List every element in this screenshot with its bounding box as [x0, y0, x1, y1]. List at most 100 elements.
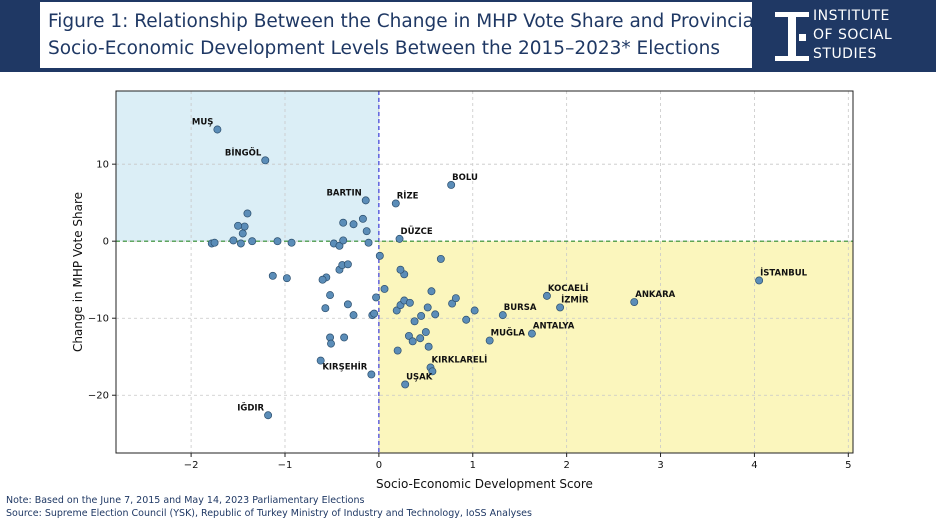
data-point — [380, 284, 389, 293]
data-point — [340, 333, 349, 342]
point-label: KIRŞEHİR — [322, 361, 367, 372]
footnote-note: Note: Based on the June 7, 2015 and May … — [6, 495, 365, 506]
data-point — [396, 265, 405, 274]
point-label: IĞDIR — [237, 401, 264, 413]
data-point — [427, 287, 436, 296]
data-point — [405, 298, 414, 307]
data-point — [498, 311, 507, 320]
point-label: BURSA — [504, 303, 537, 313]
logo-text-line-2: OF SOCIAL — [813, 27, 893, 43]
lower-right-region — [378, 241, 853, 453]
x-axis-label: Socio-Economic Development Score — [376, 477, 593, 491]
point-label: KOCAELİ — [548, 283, 589, 294]
data-point — [404, 331, 413, 340]
data-point — [243, 209, 252, 218]
data-point — [343, 300, 352, 309]
data-point — [447, 181, 456, 189]
data-point — [349, 311, 358, 320]
logo-mark-icon — [775, 12, 809, 61]
x-tick-label: 5 — [845, 460, 851, 471]
x-tick-label: 4 — [751, 460, 757, 471]
y-tick-label: 0 — [103, 237, 109, 248]
data-point — [268, 271, 277, 280]
data-point — [240, 222, 249, 231]
x-tick-label: −2 — [184, 460, 199, 471]
data-point — [282, 274, 291, 283]
data-point — [393, 346, 402, 355]
point-label: KIRKLARELİ — [432, 355, 488, 366]
plot-frame — [115, 90, 854, 454]
x-tick-label: 3 — [657, 460, 663, 471]
y-tick-label: 10 — [96, 160, 109, 171]
footnote-source: Source: Supreme Election Council (YSK), … — [6, 508, 532, 519]
point-label: UŞAK — [406, 372, 433, 382]
data-point — [229, 236, 238, 245]
data-point — [451, 294, 460, 303]
data-point — [273, 237, 282, 246]
data-point — [630, 298, 639, 306]
point-label: MUŞ — [192, 118, 213, 128]
data-point — [375, 251, 384, 260]
data-point — [423, 303, 432, 312]
data-point — [755, 276, 764, 285]
data-point — [326, 291, 335, 300]
data-point — [321, 304, 330, 313]
data-point — [470, 306, 479, 315]
institute-logo: INSTITUTE OF SOCIAL STUDIES — [775, 6, 925, 66]
y-tick-label: −20 — [88, 391, 109, 402]
data-point — [395, 234, 404, 243]
figure-title-line-2: Socio-Economic Development Levels Betwee… — [48, 38, 720, 59]
data-point — [261, 156, 270, 165]
data-point — [361, 196, 370, 205]
title-box: Figure 1: Relationship Between the Chang… — [40, 2, 759, 68]
point-label: ANTALYA — [533, 322, 575, 332]
data-point — [358, 214, 367, 223]
data-point — [542, 291, 551, 300]
data-point — [428, 367, 437, 376]
point-label: ANKARA — [635, 290, 675, 300]
data-point — [448, 299, 457, 308]
data-point — [372, 293, 381, 302]
data-point — [234, 221, 243, 230]
y-axis-label: Change in MHP Vote Share — [71, 192, 85, 352]
point-label: DÜZCE — [401, 226, 433, 237]
header-bar: Figure 1: Relationship Between the Chang… — [0, 0, 936, 72]
data-point — [436, 254, 445, 263]
x-tick-label: 2 — [563, 460, 569, 471]
x-tick-label: −1 — [278, 460, 293, 471]
data-point — [410, 317, 419, 326]
data-point — [213, 125, 222, 134]
data-point — [248, 237, 257, 246]
data-point — [264, 411, 273, 420]
point-label: İZMİR — [561, 294, 589, 305]
data-point — [485, 336, 494, 345]
data-point — [527, 329, 536, 338]
data-point — [401, 380, 410, 389]
data-point — [339, 236, 348, 245]
point-label: İSTANBUL — [760, 267, 807, 278]
data-point — [364, 238, 373, 247]
logo-text-line-3: STUDIES — [813, 46, 877, 62]
data-point — [367, 370, 376, 379]
point-label: BİNGÖL — [225, 147, 262, 158]
data-point — [339, 218, 348, 227]
data-point — [462, 315, 471, 324]
data-point — [424, 342, 433, 351]
data-point — [392, 306, 401, 315]
data-point — [287, 238, 296, 247]
figure-title-line-1: Figure 1: Relationship Between the Chang… — [48, 11, 760, 32]
point-label: MUĞLA — [491, 327, 526, 339]
data-point — [327, 339, 335, 348]
data-point — [431, 310, 440, 319]
data-point — [343, 260, 352, 269]
upper-left-region — [116, 91, 379, 242]
x-tick-label: 1 — [470, 460, 476, 471]
data-point — [210, 238, 219, 247]
data-point — [417, 311, 426, 320]
data-point — [556, 303, 565, 312]
point-label: RİZE — [397, 190, 419, 201]
data-point — [236, 239, 245, 248]
data-point — [318, 275, 327, 284]
logo-text-line-1: INSTITUTE — [813, 8, 890, 24]
point-label: BARTIN — [326, 188, 361, 198]
